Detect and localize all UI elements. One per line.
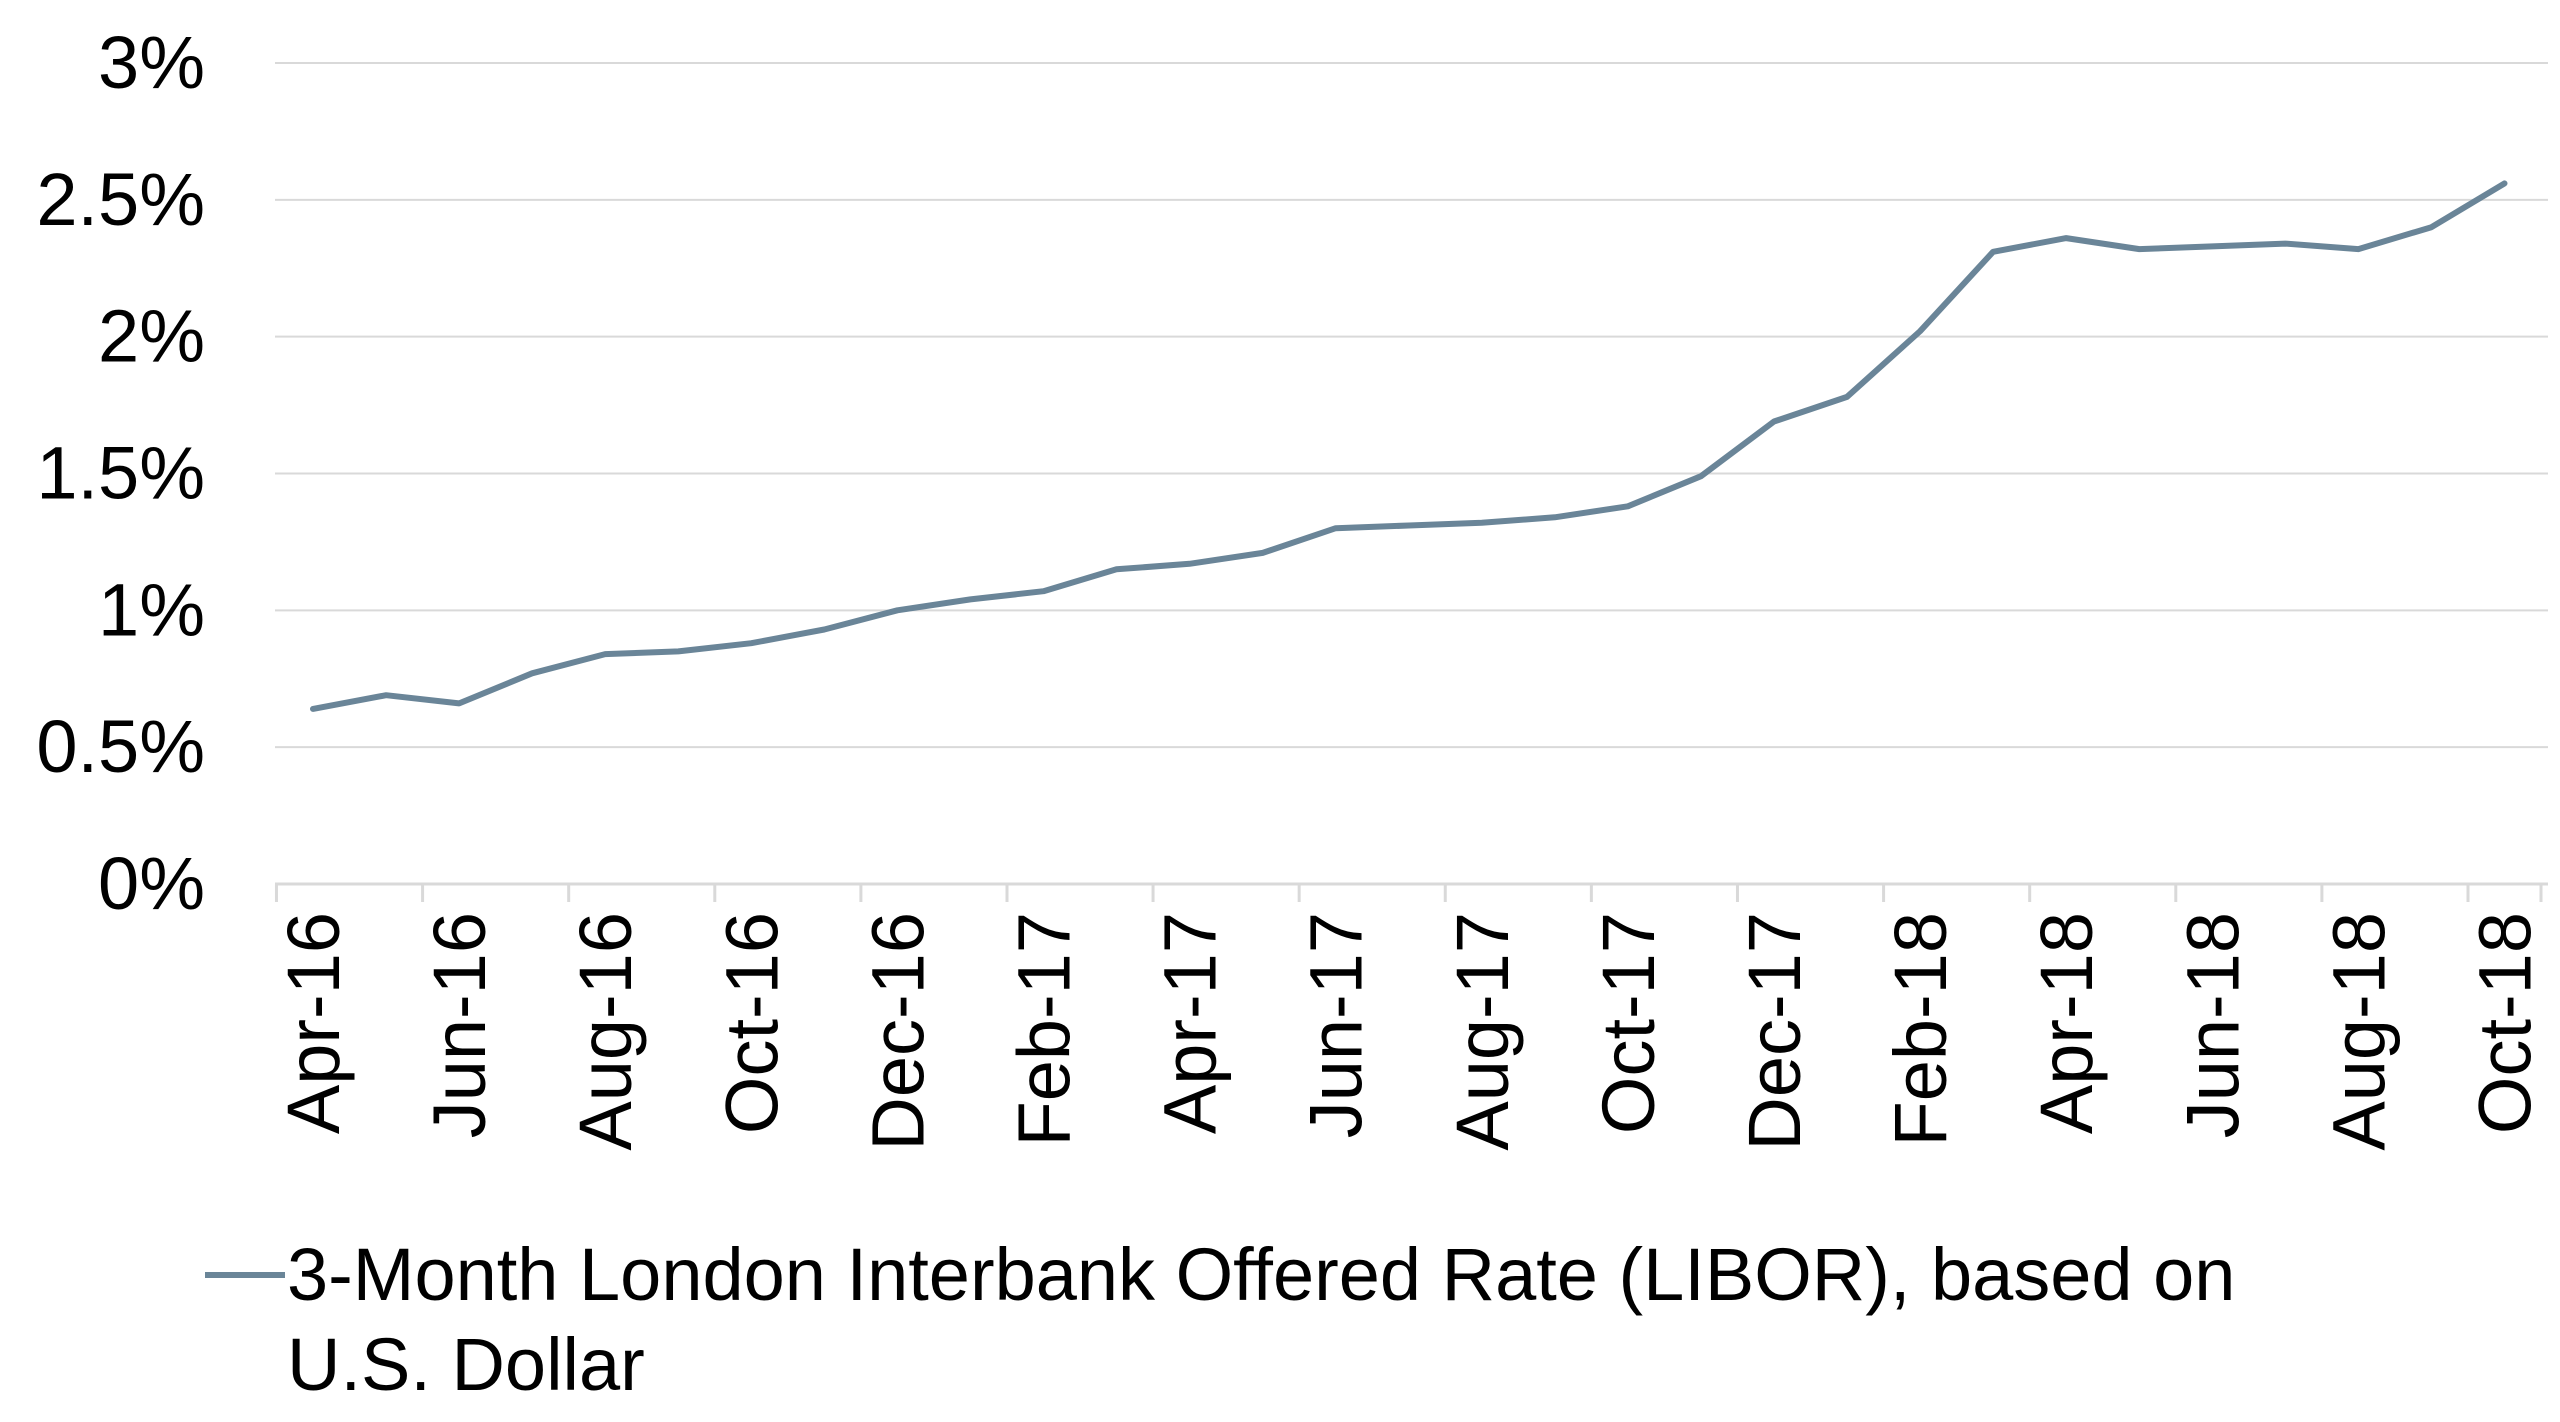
legend: 3-Month London Interbank Offered Rate (L…: [205, 1233, 2235, 1406]
legend-label: U.S. Dollar: [287, 1323, 645, 1406]
x-tick-label: Apr-18: [2025, 912, 2108, 1134]
x-tick-label: Aug-16: [564, 912, 647, 1151]
x-axis-tick-labels: Apr-16 Jun-16 Aug-16 Oct-16 Dec-16 Feb-17 Apr-…: [272, 912, 2547, 1151]
x-tick-label: Feb-18: [1879, 912, 1962, 1146]
series-lines: [310, 180, 2508, 712]
x-tick-label: Jun-16: [418, 912, 501, 1138]
y-tick-label: 1.5%: [36, 432, 205, 515]
x-tick-label: Dec-16: [856, 912, 939, 1151]
y-tick-label: 0.5%: [36, 705, 205, 788]
x-tick-label: Oct-18: [2464, 912, 2547, 1134]
y-tick-label: 1%: [98, 568, 205, 651]
y-tick-label: 2.5%: [36, 158, 205, 241]
x-tick-label: Apr-17: [1149, 912, 1232, 1134]
y-tick-label: 2%: [98, 295, 205, 378]
x-tick-label: Oct-17: [1587, 912, 1670, 1134]
y-tick-label: 3%: [98, 21, 205, 104]
x-tick-label: Jun-17: [1295, 912, 1378, 1138]
x-axis: [274, 882, 2548, 902]
x-tick-label: Aug-17: [1441, 912, 1524, 1151]
x-tick-label: Aug-18: [2317, 912, 2400, 1151]
series-line: [310, 180, 2508, 712]
x-tick-label: Jun-18: [2171, 912, 2254, 1138]
x-tick-label: Oct-16: [710, 912, 793, 1134]
x-tick-label: Dec-17: [1733, 912, 1816, 1151]
gridlines: [275, 62, 2548, 749]
y-axis-tick-labels: 0% 0.5% 1% 1.5% 2% 2.5% 3%: [36, 21, 205, 925]
y-tick-label: 0%: [98, 842, 205, 925]
legend-label: 3-Month London Interbank Offered Rate (L…: [287, 1233, 2235, 1316]
x-tick-label: Feb-17: [1003, 912, 1086, 1146]
x-tick-label: Apr-16: [272, 912, 355, 1134]
